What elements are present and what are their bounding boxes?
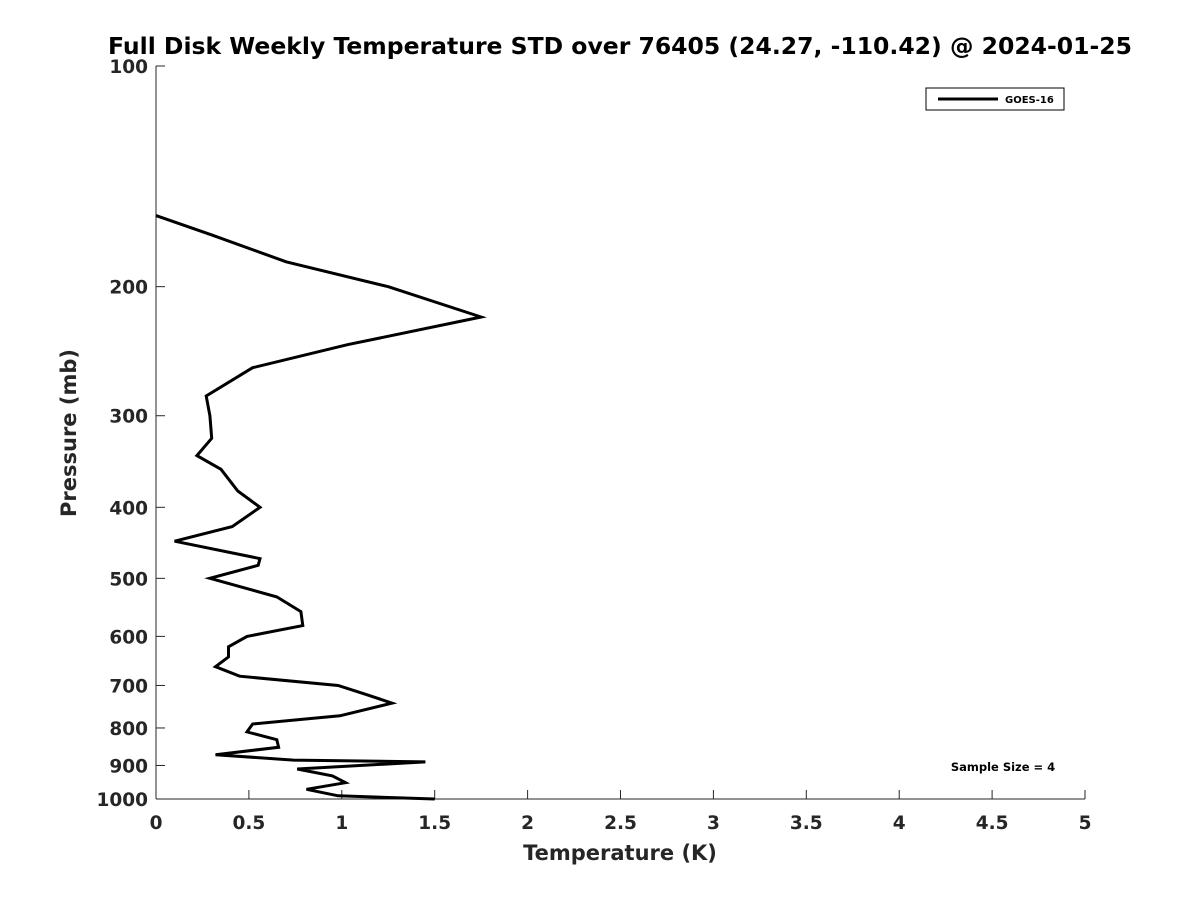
x-axis-label: Temperature (K) bbox=[523, 841, 717, 865]
x-tick-label: 3.5 bbox=[790, 813, 823, 834]
y-axis-label: Pressure (mb) bbox=[57, 349, 81, 517]
legend-label-goes16: GOES-16 bbox=[1005, 95, 1054, 106]
x-tick-label: 0.5 bbox=[233, 813, 266, 834]
y-tick-label: 600 bbox=[109, 627, 148, 648]
plot-area bbox=[155, 66, 1085, 800]
chart-title: Full Disk Weekly Temperature STD over 76… bbox=[108, 32, 1132, 60]
y-tick-label: 400 bbox=[109, 498, 148, 519]
x-tick-label: 4.5 bbox=[976, 813, 1009, 834]
x-tick-label: 0 bbox=[150, 813, 163, 834]
x-tick-label: 1.5 bbox=[418, 813, 451, 834]
x-tick-label: 2.5 bbox=[604, 813, 637, 834]
y-tick-label: 900 bbox=[109, 756, 148, 777]
y-tick-label: 300 bbox=[109, 407, 148, 428]
series-layer bbox=[155, 214, 487, 801]
y-tick-label: 1000 bbox=[97, 790, 149, 811]
axis-ticks: 0 0.5 1 1.5 2 2.5 3 3.5 4 4.5 5 100 200 300 400 500 600 7… bbox=[97, 57, 1092, 834]
y-tick-label: 200 bbox=[109, 278, 148, 299]
x-tick-label: 1 bbox=[335, 813, 348, 834]
series-line-goes-16 bbox=[155, 214, 487, 801]
x-tick-label: 4 bbox=[893, 813, 906, 834]
x-tick-label: 3 bbox=[707, 813, 720, 834]
y-tick-label: 700 bbox=[109, 676, 148, 697]
y-tick-label: 500 bbox=[109, 569, 148, 590]
x-tick-label: 2 bbox=[521, 813, 534, 834]
legend: GOES-16 bbox=[925, 87, 1065, 111]
y-tick-label: 800 bbox=[109, 719, 148, 740]
x-tick-label: 5 bbox=[1079, 813, 1092, 834]
y-tick-label: 100 bbox=[109, 57, 148, 78]
sample-size-annotation: Sample Size = 4 bbox=[951, 760, 1055, 774]
